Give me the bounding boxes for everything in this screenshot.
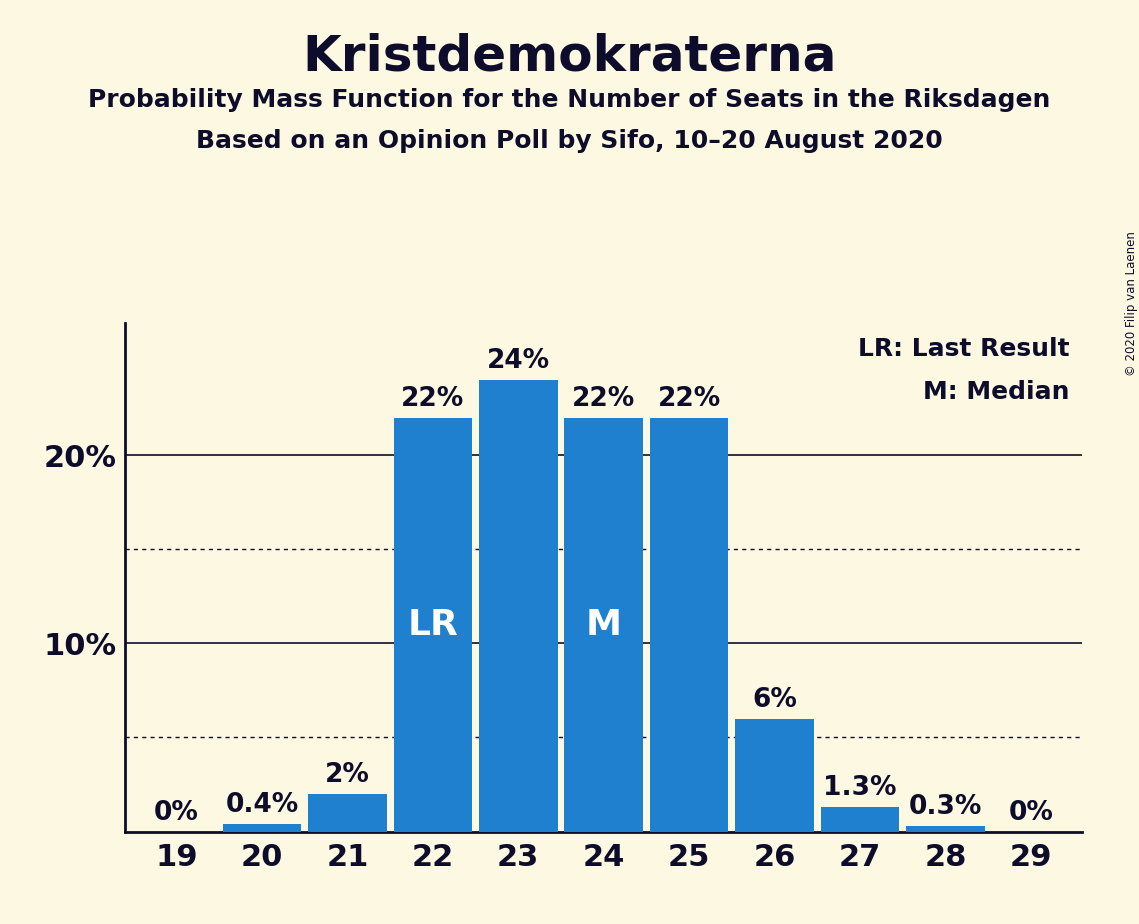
- Bar: [222, 824, 301, 832]
- Text: 22%: 22%: [401, 386, 465, 412]
- Bar: [820, 808, 899, 832]
- Text: 0%: 0%: [154, 800, 199, 826]
- Text: 6%: 6%: [752, 687, 797, 713]
- Text: 24%: 24%: [486, 348, 550, 374]
- Text: Kristdemokraterna: Kristdemokraterna: [302, 32, 837, 80]
- Text: LR: LR: [408, 608, 458, 641]
- Text: M: M: [585, 608, 622, 641]
- Bar: [478, 380, 557, 832]
- Text: Based on an Opinion Poll by Sifo, 10–20 August 2020: Based on an Opinion Poll by Sifo, 10–20 …: [196, 129, 943, 153]
- Bar: [649, 418, 729, 832]
- Text: LR: Last Result: LR: Last Result: [858, 336, 1070, 360]
- Bar: [308, 794, 386, 832]
- Text: 1.3%: 1.3%: [823, 775, 896, 801]
- Text: 0.3%: 0.3%: [909, 795, 982, 821]
- Text: 22%: 22%: [572, 386, 636, 412]
- Bar: [906, 826, 984, 832]
- Text: 2%: 2%: [325, 762, 370, 788]
- Text: © 2020 Filip van Laenen: © 2020 Filip van Laenen: [1124, 231, 1138, 376]
- Text: 22%: 22%: [657, 386, 721, 412]
- Text: Probability Mass Function for the Number of Seats in the Riksdagen: Probability Mass Function for the Number…: [89, 88, 1050, 112]
- Bar: [564, 418, 642, 832]
- Text: 0.4%: 0.4%: [226, 793, 298, 819]
- Text: M: Median: M: Median: [923, 380, 1070, 404]
- Text: 0%: 0%: [1008, 800, 1054, 826]
- Bar: [393, 418, 472, 832]
- Bar: [735, 719, 813, 832]
